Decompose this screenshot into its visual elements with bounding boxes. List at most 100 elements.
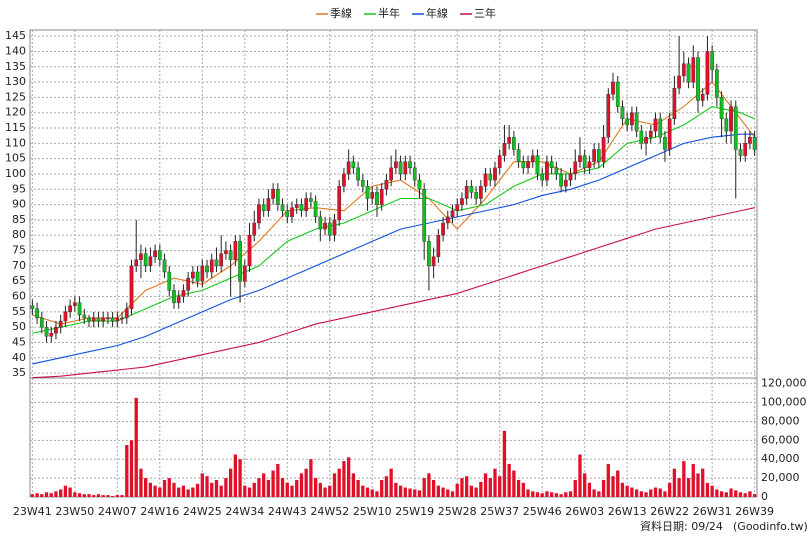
volume-bar xyxy=(129,440,134,497)
candle-body xyxy=(280,204,285,211)
candle-body xyxy=(672,88,677,120)
volume-bar xyxy=(634,489,639,497)
volume-bar xyxy=(247,487,252,497)
candle-body xyxy=(332,219,337,236)
candle-body xyxy=(271,189,275,199)
volume-bar xyxy=(483,473,488,497)
candle-body xyxy=(313,201,318,218)
candle-body xyxy=(497,155,502,169)
volume-bar xyxy=(516,480,521,497)
y-tick-label: 95 xyxy=(12,182,26,195)
candle-body xyxy=(143,253,148,267)
volume-bar xyxy=(710,485,714,497)
x-tick-label: 25W28 xyxy=(438,505,477,518)
y-tick-label: 45 xyxy=(12,335,26,348)
candle-body xyxy=(181,290,186,297)
candle-body xyxy=(238,241,242,282)
candle-body xyxy=(601,137,606,162)
x-tick-label: 24W25 xyxy=(183,505,222,518)
candle-body xyxy=(153,250,157,257)
date-note: 資料日期: 09/24 xyxy=(640,519,723,533)
volume-bar xyxy=(120,495,124,497)
candle-body xyxy=(578,155,582,162)
volume-bar xyxy=(262,473,266,497)
volume-bar xyxy=(115,495,119,497)
volume-bar xyxy=(205,476,209,497)
volume-bar xyxy=(630,487,634,497)
volume-bar xyxy=(328,485,332,497)
volume-bar xyxy=(233,454,238,497)
x-tick-label: 26W22 xyxy=(650,505,689,518)
candle-body xyxy=(464,186,469,199)
y-tick-label: 85 xyxy=(12,213,26,226)
volume-bar xyxy=(441,487,445,497)
y-tick-label: 140 xyxy=(5,44,26,57)
candle-body xyxy=(379,189,384,205)
candle-body xyxy=(653,118,658,132)
x-tick-label: 25W10 xyxy=(353,505,392,518)
volume-bar xyxy=(564,492,568,497)
volume-bar xyxy=(531,491,535,497)
legend-label: 三年 xyxy=(474,6,496,20)
candle-body xyxy=(431,256,436,267)
volume-bar xyxy=(573,480,577,497)
candle-body xyxy=(398,161,403,175)
candle-body xyxy=(186,277,190,291)
candle-body xyxy=(58,320,63,328)
candle-body xyxy=(630,112,634,126)
source-note: (Goodinfo.tw) xyxy=(733,520,808,533)
candle-body xyxy=(242,265,247,282)
candle-body xyxy=(445,216,450,224)
candle-body xyxy=(554,167,559,175)
y2-tick-label: 100,000 xyxy=(761,396,807,409)
candle-body xyxy=(327,222,332,236)
candle-body xyxy=(389,167,393,181)
volume-bar xyxy=(313,478,318,497)
volume-bar xyxy=(625,485,629,497)
volume-bar xyxy=(257,478,261,497)
candle-body xyxy=(597,149,601,162)
volume-bar xyxy=(87,494,91,497)
volume-bar xyxy=(686,478,691,497)
candle-body xyxy=(488,173,493,181)
volume-bar xyxy=(323,487,327,497)
candle-body xyxy=(323,222,327,230)
volume-bar xyxy=(290,485,294,497)
volume-bar xyxy=(318,482,322,497)
volume-bar xyxy=(228,468,233,497)
candle-body xyxy=(559,173,563,187)
volume-bar xyxy=(738,492,743,497)
volume-bar xyxy=(347,457,351,497)
volume-bar xyxy=(583,473,587,497)
candle-body xyxy=(502,143,507,156)
volume-bar xyxy=(705,482,710,497)
volume-bar xyxy=(422,478,426,497)
y-tick-label: 115 xyxy=(5,121,26,134)
volume-bar xyxy=(672,468,677,497)
x-tick-label: 26W03 xyxy=(565,505,604,518)
volume-bar xyxy=(446,489,450,497)
candle-body xyxy=(162,259,167,273)
candle-body xyxy=(49,333,54,337)
volume-bar xyxy=(653,487,658,497)
volume-bar xyxy=(691,463,695,497)
candle-body xyxy=(455,204,460,211)
y-tick-label: 125 xyxy=(5,90,26,103)
candle-body xyxy=(696,57,700,101)
volume-bar xyxy=(158,487,162,497)
candle-body xyxy=(540,173,545,181)
volume-bar xyxy=(54,491,58,497)
y2-tick-label: 40,000 xyxy=(761,452,800,465)
candle-body xyxy=(512,137,516,150)
volume-bar xyxy=(498,476,502,497)
volume-bar xyxy=(40,494,44,497)
legend-label: 半年 xyxy=(378,6,400,20)
volume-bar xyxy=(743,493,747,497)
candle-body xyxy=(478,186,483,199)
candle-body xyxy=(261,204,266,211)
candle-body xyxy=(370,192,375,199)
volume-bar xyxy=(512,470,516,497)
volume-pane xyxy=(29,377,758,498)
volume-bar xyxy=(682,461,686,497)
candle-body xyxy=(483,173,488,187)
